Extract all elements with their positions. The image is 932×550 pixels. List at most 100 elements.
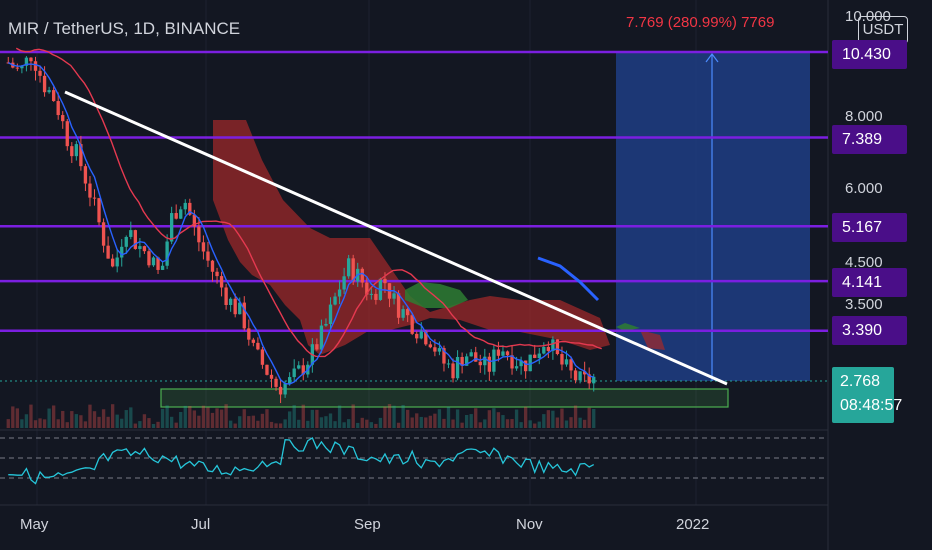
- candle-body-95: [437, 348, 442, 352]
- kijun-line: [15, 47, 602, 358]
- volume-bar-69: [319, 417, 324, 428]
- volume-bar-9: [47, 408, 51, 428]
- volume-bar-129: [592, 408, 596, 428]
- candle-body-93: [428, 344, 433, 348]
- volume-bar-43: [201, 405, 206, 428]
- candle-body-14: [70, 146, 74, 157]
- tenkan-line: [7, 62, 594, 385]
- volume-bar-97: [446, 406, 451, 428]
- volume-bar-32: [151, 423, 156, 428]
- volume-bar-88: [405, 409, 410, 428]
- currency-badge[interactable]: USDT: [858, 16, 908, 44]
- volume-bar-38: [179, 411, 183, 428]
- candle-body-79: [365, 282, 369, 295]
- volume-bar-85: [392, 405, 396, 428]
- volume-bar-60: [278, 423, 283, 428]
- candle-body-38: [179, 209, 183, 219]
- candle-body-128: [587, 374, 591, 384]
- candle-body-68: [315, 344, 319, 350]
- volume-bar-115: [528, 420, 532, 428]
- volume-bar-37: [174, 422, 178, 428]
- candle-body-83: [383, 278, 387, 284]
- candle-body-4: [24, 57, 29, 66]
- volume-bar-125: [573, 405, 578, 428]
- time-tick-jul: Jul: [191, 516, 211, 533]
- volume-bar-22: [106, 416, 110, 428]
- volume-bar-10: [51, 405, 56, 428]
- volume-bar-104: [478, 422, 482, 428]
- candle-body-48: [224, 287, 228, 306]
- volume-bar-20: [97, 416, 101, 428]
- volume-bar-51: [238, 416, 242, 428]
- candle-body-61: [283, 383, 287, 395]
- candle-body-101: [464, 356, 469, 366]
- volume-bar-44: [206, 407, 210, 428]
- candle-body-11: [56, 101, 60, 116]
- volume-bar-61: [283, 419, 287, 428]
- candle-body-44: [206, 251, 210, 261]
- candle-body-65: [301, 365, 305, 375]
- candle-body-2: [15, 67, 20, 69]
- volume-bar-17: [83, 421, 88, 428]
- candle-body-75: [346, 258, 351, 277]
- volume-bar-58: [269, 421, 274, 428]
- volume-bar-28: [133, 423, 138, 428]
- volume-bar-41: [192, 410, 197, 428]
- volume-bar-82: [378, 417, 383, 428]
- candle-body-42: [197, 226, 201, 243]
- volume-bar-23: [110, 404, 115, 428]
- ichimoku-cloud-bull-small: [616, 323, 640, 331]
- candle-body-58: [269, 374, 274, 379]
- candle-body-80: [369, 293, 374, 295]
- candle-body-102: [469, 352, 473, 357]
- candle-body-88: [405, 309, 410, 316]
- price-tick-3500: 3.500: [845, 296, 883, 313]
- level-tag-10430: 10.430: [832, 40, 907, 69]
- volume-bar-13: [65, 422, 69, 428]
- candle-body-50: [233, 298, 237, 315]
- volume-bar-91: [419, 416, 423, 428]
- volume-bar-113: [519, 422, 523, 428]
- candle-body-125: [573, 370, 578, 381]
- volume-bar-68: [315, 409, 319, 428]
- volume-bar-33: [156, 421, 160, 428]
- descending-trendline: [64, 90, 728, 386]
- price-tick-10000: 10.000: [845, 8, 891, 25]
- candle-body-26: [124, 236, 128, 247]
- projection-box: [616, 52, 810, 381]
- time-tick-sep: Sep: [354, 516, 381, 533]
- volume-bar-47: [219, 409, 224, 428]
- candle-body-99: [455, 356, 460, 379]
- candle-body-119: [546, 346, 551, 351]
- candle-body-111: [510, 355, 514, 369]
- candle-body-89: [410, 315, 414, 334]
- candle-body-31: [147, 251, 151, 266]
- candle-body-8: [42, 75, 47, 93]
- volume-bar-106: [487, 410, 492, 428]
- candle-body-56: [260, 349, 265, 365]
- volume-bar-12: [61, 410, 65, 428]
- volume-bar-27: [129, 407, 133, 428]
- volume-bar-36: [169, 416, 174, 428]
- candle-body-104: [478, 361, 482, 366]
- volume-bar-56: [260, 413, 265, 428]
- candle-body-120: [551, 339, 555, 351]
- volume-bar-52: [242, 409, 246, 428]
- candle-body-22: [106, 245, 110, 259]
- volume-bar-74: [342, 422, 346, 428]
- level-tag-4141: 4.141: [832, 268, 907, 297]
- volume-bar-15: [74, 414, 79, 428]
- volume-bar-93: [428, 415, 433, 428]
- candle-body-49: [228, 298, 233, 306]
- candle-body-103: [474, 352, 478, 362]
- volume-bar-24: [115, 414, 119, 428]
- candle-body-32: [151, 257, 156, 266]
- volume-bar-75: [346, 419, 351, 428]
- volume-bar-53: [247, 416, 251, 428]
- volume-bar-124: [569, 417, 573, 428]
- candle-body-59: [274, 378, 278, 387]
- price-tick-4500: 4.500: [845, 254, 883, 271]
- volume-bar-29: [138, 421, 142, 428]
- volume-bar-90: [415, 413, 419, 428]
